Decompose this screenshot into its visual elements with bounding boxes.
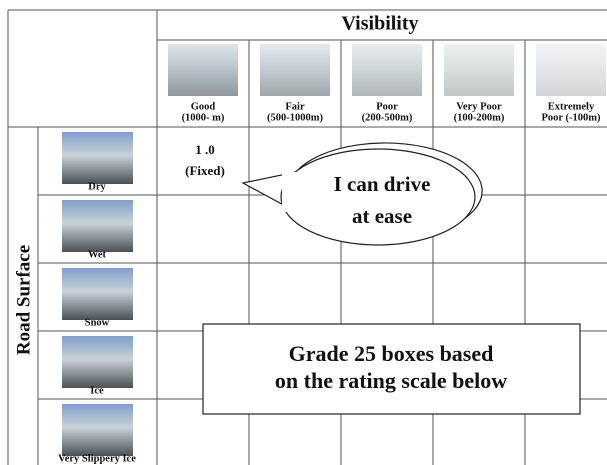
callout-text: at ease	[352, 204, 412, 228]
cell-value: (Fixed)	[185, 163, 225, 178]
row-label: Ice	[90, 385, 104, 396]
column-label: Poor	[376, 101, 398, 112]
cell-value: 1 .0	[195, 142, 215, 157]
cells: Good(1000- m) Fair(500-1000m) Poor(200-500…	[58, 44, 606, 464]
road-photo	[62, 200, 133, 252]
column-label: Very Poor	[456, 101, 502, 112]
callout-text: I can drive	[334, 172, 431, 196]
note-text: Grade 25 boxes based	[289, 341, 494, 366]
callout-join	[282, 172, 302, 212]
visibility-photo	[536, 44, 606, 96]
road-photo	[62, 268, 133, 320]
column-label: (100-200m)	[454, 112, 505, 123]
row-label: Dry	[88, 181, 106, 192]
callout: I can drive at ease	[241, 142, 483, 246]
callout-bubble	[280, 148, 476, 246]
visibility-photo	[444, 44, 514, 96]
road-photo	[62, 132, 133, 184]
visibility-photo	[260, 44, 330, 96]
column-label: (200-500m)	[362, 112, 413, 123]
road-photo	[62, 336, 133, 388]
column-label: Extremely	[548, 101, 595, 112]
column-label: (500-1000m)	[267, 112, 323, 123]
column-label: Good	[191, 101, 216, 112]
road-photo	[62, 404, 133, 456]
row-label: Wet	[88, 249, 107, 260]
column-group-title: Visibility	[341, 13, 418, 35]
note-box: Grade 25 boxes based on the rating scale…	[202, 323, 581, 415]
note-frame	[202, 323, 581, 415]
visibility-photo	[168, 44, 238, 96]
note-text: on the rating scale below	[275, 368, 507, 393]
visibility-photo	[352, 44, 422, 96]
column-label: (1000- m)	[182, 112, 225, 123]
row-label: Very Slippery Ice	[58, 453, 136, 464]
row-group-title: Road Surface	[13, 245, 34, 355]
column-label: Poor (-100m)	[542, 112, 601, 123]
row-label: Snow	[85, 317, 110, 328]
column-label: Fair	[285, 101, 305, 112]
